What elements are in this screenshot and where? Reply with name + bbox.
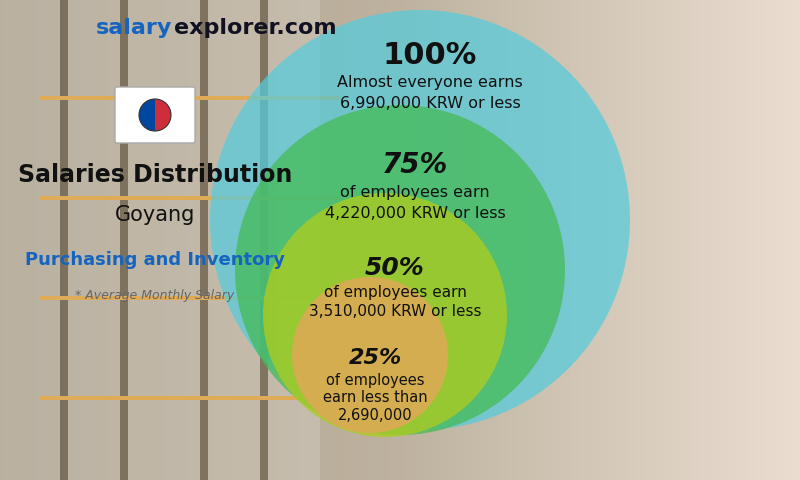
Text: 100%: 100% [383, 40, 477, 70]
Text: earn less than: earn less than [322, 391, 427, 406]
Circle shape [235, 105, 565, 435]
Text: * Average Monthly Salary: * Average Monthly Salary [75, 288, 234, 301]
Text: salary: salary [96, 18, 172, 38]
Circle shape [292, 277, 448, 433]
Bar [0, 0, 320, 480]
Wedge shape [155, 99, 171, 131]
Text: 50%: 50% [365, 256, 425, 280]
Wedge shape [139, 99, 155, 131]
FancyBboxPatch shape [115, 87, 195, 143]
Text: 6,990,000 KRW or less: 6,990,000 KRW or less [340, 96, 520, 110]
Text: Goyang: Goyang [115, 205, 195, 225]
Text: of employees earn: of employees earn [340, 185, 490, 201]
Circle shape [263, 193, 507, 437]
Text: 3,510,000 KRW or less: 3,510,000 KRW or less [309, 304, 482, 320]
Text: 75%: 75% [382, 151, 448, 179]
Text: of employees: of employees [326, 373, 424, 388]
Text: 2,690,000: 2,690,000 [338, 408, 412, 422]
Circle shape [210, 10, 630, 430]
Text: 4,220,000 KRW or less: 4,220,000 KRW or less [325, 205, 506, 220]
Text: 25%: 25% [348, 348, 402, 368]
Text: Salaries Distribution: Salaries Distribution [18, 163, 292, 187]
Text: Almost everyone earns: Almost everyone earns [337, 75, 523, 91]
Text: Purchasing and Inventory: Purchasing and Inventory [25, 251, 285, 269]
Text: explorer.com: explorer.com [174, 18, 337, 38]
Text: of employees earn: of employees earn [323, 286, 466, 300]
